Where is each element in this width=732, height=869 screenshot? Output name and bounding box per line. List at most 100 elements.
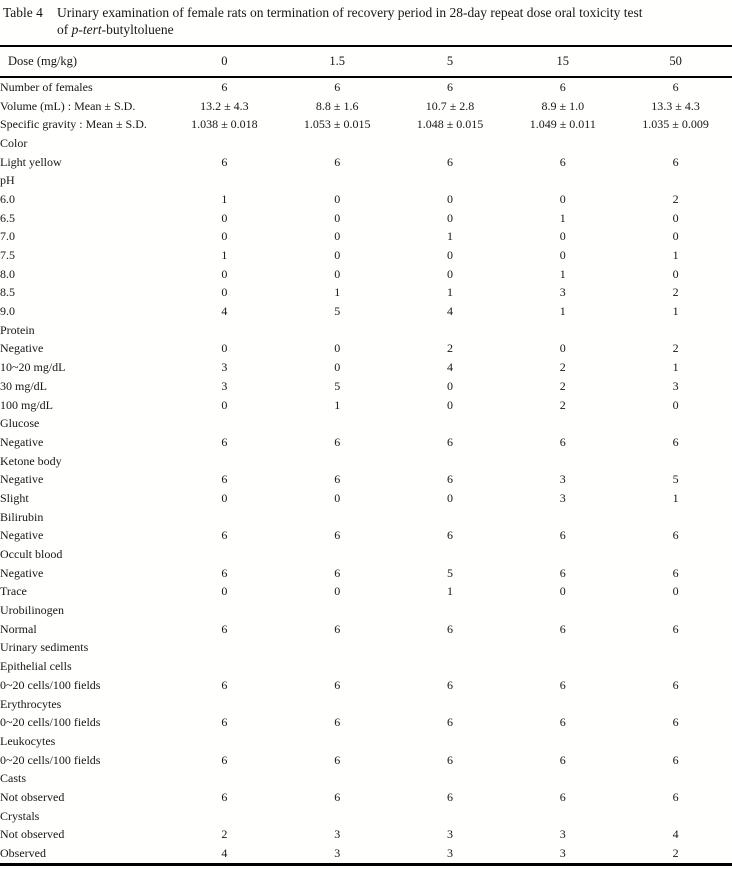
cell-value: 1.048 ± 0.015 xyxy=(416,117,484,132)
table-row: Negative 6 6 6 6 6 xyxy=(0,527,732,546)
cell-value: 1 xyxy=(672,490,679,505)
cell-value: 6 xyxy=(559,715,566,730)
cell-value: 10.7 ± 2.8 xyxy=(425,98,475,113)
cell-value: 13.3 ± 4.3 xyxy=(651,98,700,113)
cell-value: 1 xyxy=(221,191,228,206)
cell-value xyxy=(168,545,281,564)
cell-value: 0 xyxy=(672,266,679,281)
cell-value: 5 xyxy=(334,378,341,393)
cell-value xyxy=(281,508,394,527)
cell-value xyxy=(394,695,507,714)
section-header-row: Color xyxy=(0,134,732,153)
section-header-row: pH xyxy=(0,171,732,190)
cell-value: 6 xyxy=(559,79,566,94)
cell-value xyxy=(394,452,507,471)
cell-value: 6 xyxy=(334,677,341,692)
section-header-row: Glucose xyxy=(0,414,732,433)
cell-value: 6 xyxy=(334,789,341,804)
cell-value: 6 xyxy=(559,565,566,580)
row-label: Erythrocytes xyxy=(0,696,62,711)
cell-value: 6 xyxy=(334,472,341,487)
cell-value: 6 xyxy=(334,154,341,169)
cell-value xyxy=(394,769,507,788)
table-row: Negative 0 0 2 0 2 xyxy=(0,340,732,359)
cell-value: 0 xyxy=(221,210,228,225)
cell-value: 6 xyxy=(559,621,566,636)
row-label: 10~20 mg/dL xyxy=(0,360,66,375)
table-row: Negative 6 6 6 6 6 xyxy=(0,433,732,452)
cell-value: 5 xyxy=(334,304,341,319)
row-label: Urobilinogen xyxy=(0,603,64,618)
cell-value xyxy=(281,321,394,340)
header-dose-0: 0 xyxy=(168,46,281,78)
cell-value xyxy=(506,732,619,751)
table-row: Negative 6 6 6 3 5 xyxy=(0,470,732,489)
section-header-row: Protein xyxy=(0,321,732,340)
cell-value: 0 xyxy=(221,490,228,505)
cell-value: 6 xyxy=(334,752,341,767)
cell-value: 6 xyxy=(446,789,453,804)
cell-value: 6 xyxy=(446,79,453,94)
cell-value xyxy=(506,171,619,190)
cell-value xyxy=(281,134,394,153)
table-row: Specific gravity : Mean ± S.D. 1.038 ± 0.… xyxy=(0,115,732,134)
section-header-row: Leukocytes xyxy=(0,732,732,751)
cell-value: 3 xyxy=(559,285,566,300)
table-number: Table 4 xyxy=(3,5,43,20)
row-label: Volume (mL) : Mean ± S.D. xyxy=(0,98,136,113)
cell-value: 6 xyxy=(672,79,679,94)
cell-value xyxy=(281,657,394,676)
cell-value xyxy=(619,452,732,471)
cell-value: 5 xyxy=(446,565,453,580)
cell-value xyxy=(281,171,394,190)
cell-value xyxy=(394,601,507,620)
cell-value: 6 xyxy=(446,677,453,692)
cell-value: 6 xyxy=(672,154,679,169)
cell-value: 6 xyxy=(446,715,453,730)
table-row: 8.0 0 0 0 1 0 xyxy=(0,265,732,284)
cell-value: 4 xyxy=(446,360,453,375)
cell-value: 0 xyxy=(446,248,453,263)
row-label: 7.0 xyxy=(0,229,15,244)
cell-value: 0 xyxy=(334,229,341,244)
cell-value xyxy=(619,171,732,190)
cell-value xyxy=(619,545,732,564)
cell-value: 0 xyxy=(334,360,341,375)
cell-value: 6 xyxy=(334,621,341,636)
row-label: 6.5 xyxy=(0,210,15,225)
cell-value: 6 xyxy=(672,528,679,543)
row-label: Negative xyxy=(0,565,44,580)
cell-value xyxy=(394,414,507,433)
row-label: Negative xyxy=(0,341,44,356)
cell-value: 1 xyxy=(559,266,566,281)
table-row: 6.0 1 0 0 0 2 xyxy=(0,190,732,209)
cell-value: 6 xyxy=(221,79,228,94)
cell-value: 6 xyxy=(221,621,228,636)
cell-value xyxy=(168,807,281,826)
cell-value xyxy=(394,545,507,564)
cell-value: 2 xyxy=(559,360,566,375)
cell-value: 1 xyxy=(221,248,228,263)
cell-value: 1 xyxy=(672,304,679,319)
cell-value: 0 xyxy=(672,210,679,225)
cell-value xyxy=(619,639,732,658)
cell-value: 6 xyxy=(334,715,341,730)
row-label: Not observed xyxy=(0,827,65,842)
cell-value xyxy=(168,695,281,714)
cell-value: 0 xyxy=(559,191,566,206)
row-label: Occult blood xyxy=(0,547,63,562)
cell-value: 6 xyxy=(559,752,566,767)
row-label: Ketone body xyxy=(0,453,62,468)
row-label: Leukocytes xyxy=(0,733,56,748)
section-header-row: Occult blood xyxy=(0,545,732,564)
row-label: Color xyxy=(0,135,28,150)
cell-value xyxy=(506,639,619,658)
cell-value xyxy=(619,134,732,153)
cell-value xyxy=(506,769,619,788)
cell-value: 4 xyxy=(672,827,679,842)
cell-value: 0 xyxy=(334,266,341,281)
cell-value xyxy=(506,807,619,826)
section-header-row: Urinary sediments xyxy=(0,639,732,658)
row-label: Negative xyxy=(0,434,44,449)
row-label: Specific gravity : Mean ± S.D. xyxy=(0,117,147,132)
